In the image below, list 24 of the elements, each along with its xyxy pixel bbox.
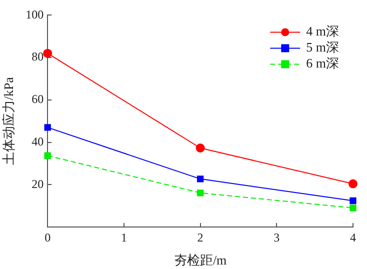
x-tick-label: 1 xyxy=(120,230,127,244)
point xyxy=(348,179,358,188)
y-tick-label: 100 xyxy=(26,7,44,22)
point xyxy=(196,190,204,196)
point xyxy=(44,124,51,131)
x-tick-label: 2 xyxy=(197,230,204,244)
legend-label: 4 m深 xyxy=(306,24,340,39)
y-tick-label: 40 xyxy=(32,134,44,148)
x-tick-label: 3 xyxy=(274,230,280,244)
y-tick-label: 20 xyxy=(32,176,44,191)
point xyxy=(350,204,356,212)
point xyxy=(196,176,204,182)
y-tick-label: 80 xyxy=(32,50,44,64)
point xyxy=(196,144,205,152)
point xyxy=(44,152,51,159)
x-tick-label: 4 xyxy=(350,230,356,244)
point xyxy=(350,197,356,204)
x-axis-title: 夯检距/m xyxy=(174,252,227,268)
y-axis-title: 土体动应力/kPa xyxy=(1,76,16,166)
legend-label: 6 m深 xyxy=(306,56,340,71)
point xyxy=(43,48,52,58)
x-tick-label: 0 xyxy=(44,230,51,244)
legend-label: 5 m深 xyxy=(306,40,340,55)
y-tick-label: 60 xyxy=(32,92,44,106)
